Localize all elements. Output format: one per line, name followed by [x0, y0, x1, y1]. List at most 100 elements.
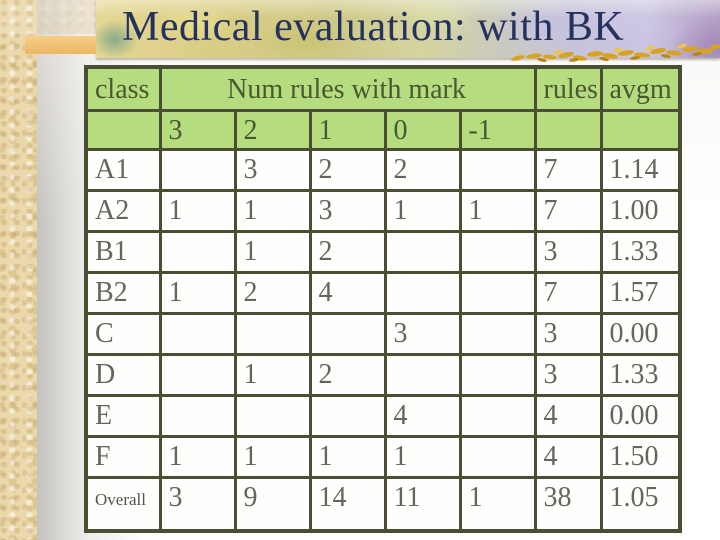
mark-value-cell: 2: [233, 109, 312, 151]
mark-value-cell: 3: [158, 109, 237, 151]
mark-cell: 3: [233, 148, 312, 192]
mark-cell: 11: [383, 476, 462, 533]
class-cell: B1: [84, 230, 162, 274]
mark-cell: 1: [158, 435, 237, 479]
table-row: A1 3 2 2 7 1.14: [84, 148, 682, 192]
class-cell: E: [84, 394, 162, 438]
mark-cell: [158, 230, 237, 274]
mark-cell: 3: [308, 189, 387, 233]
mark-cell: [233, 394, 312, 438]
mark-value-cell: 0: [383, 109, 462, 151]
avgm-header-cell: avgm: [599, 65, 682, 112]
mark-cell: 4: [383, 394, 462, 438]
mark-cell: [458, 271, 537, 315]
class-cell: C: [84, 312, 162, 356]
avgm-cell: 0.00: [599, 394, 682, 438]
mark-group-header-cell: Num rules with mark: [158, 65, 537, 112]
slide-title: Medical evaluation: with BK: [122, 4, 625, 50]
mark-cell: 2: [233, 271, 312, 315]
mark-cell: 9: [233, 476, 312, 533]
table-row: D 1 2 3 1.33: [84, 353, 682, 397]
table-row: B2 1 2 4 7 1.57: [84, 271, 682, 315]
mark-cell: [458, 230, 537, 274]
mark-cell: [383, 230, 462, 274]
mark-cell: 2: [308, 353, 387, 397]
mark-cell: 1: [233, 353, 312, 397]
rules-cell: 3: [533, 353, 603, 397]
avgm-cell: 1.33: [599, 353, 682, 397]
table-row: B1 1 2 3 1.33: [84, 230, 682, 274]
table-row: A2 1 1 3 1 1 7 1.00: [84, 189, 682, 233]
mark-cell: 1: [458, 189, 537, 233]
mark-cell: [383, 271, 462, 315]
avgm-cell: 1.50: [599, 435, 682, 479]
orange-accent-bar: [25, 36, 96, 54]
avgm-cell: 1.14: [599, 148, 682, 192]
class-header-cell: class: [84, 65, 162, 112]
class-cell: B2: [84, 271, 162, 315]
table-row: F 1 1 1 1 4 1.50: [84, 435, 682, 479]
empty-header-cell: [533, 109, 603, 151]
empty-header-cell: [84, 109, 162, 151]
mark-cell: [158, 394, 237, 438]
rules-header-cell: rules: [533, 65, 603, 112]
mark-cell: 1: [158, 271, 237, 315]
class-cell: Overall: [84, 476, 162, 533]
mark-value-cell: 1: [308, 109, 387, 151]
mark-cell: [458, 312, 537, 356]
mark-cell: 1: [383, 189, 462, 233]
mark-cell: 1: [458, 476, 537, 533]
avgm-cell: 1.05: [599, 476, 682, 533]
mark-cell: 1: [233, 435, 312, 479]
mark-cell: 2: [308, 148, 387, 192]
header-row-labels: class Num rules with mark rules avgm: [84, 65, 682, 112]
mark-cell: 4: [308, 271, 387, 315]
header-row-marks: 3 2 1 0 -1: [84, 109, 682, 151]
mark-cell: 3: [383, 312, 462, 356]
class-cell: F: [84, 435, 162, 479]
rules-cell: 7: [533, 271, 603, 315]
mark-cell: [308, 312, 387, 356]
mark-cell: 2: [308, 230, 387, 274]
table-row: E 4 4 0.00: [84, 394, 682, 438]
mark-cell: 1: [383, 435, 462, 479]
mark-cell: [233, 312, 312, 356]
mark-cell: [383, 353, 462, 397]
avgm-cell: 0.00: [599, 312, 682, 356]
mark-cell: [458, 435, 537, 479]
wheat-decoration-icon: [511, 43, 720, 62]
mark-cell: [158, 353, 237, 397]
mark-cell: 1: [308, 435, 387, 479]
table-row: C 3 3 0.00: [84, 312, 682, 356]
rules-cell: 7: [533, 189, 603, 233]
results-table-body: A1 3 2 2 7 1.14 A2 1 1 3 1 1 7 1.00 B1 1 2 3 1.33 B2 1 2 4 7 1.5…: [84, 148, 682, 533]
mark-cell: 1: [158, 189, 237, 233]
rules-cell: 4: [533, 394, 603, 438]
mark-cell: 3: [158, 476, 237, 533]
rules-cell: 3: [533, 312, 603, 356]
mark-cell: [458, 394, 537, 438]
rules-cell: 7: [533, 148, 603, 192]
avgm-cell: 1.00: [599, 189, 682, 233]
mark-cell: 2: [383, 148, 462, 192]
mark-cell: [458, 148, 537, 192]
mark-value-cell: -1: [458, 109, 537, 151]
results-table: class Num rules with mark rules avgm 3 2…: [84, 65, 682, 533]
class-cell: D: [84, 353, 162, 397]
mark-cell: [158, 312, 237, 356]
rules-cell: 38: [533, 476, 603, 533]
mark-cell: [158, 148, 237, 192]
rules-cell: 3: [533, 230, 603, 274]
mark-cell: 14: [308, 476, 387, 533]
avgm-cell: 1.57: [599, 271, 682, 315]
class-cell: A1: [84, 148, 162, 192]
mark-cell: [458, 353, 537, 397]
sand-texture-strip: [0, 0, 37, 540]
mark-cell: 1: [233, 230, 312, 274]
empty-header-cell: [599, 109, 682, 151]
mark-cell: 1: [233, 189, 312, 233]
title-decoration-band: [96, 0, 720, 58]
mark-cell: [308, 394, 387, 438]
class-cell: A2: [84, 189, 162, 233]
avgm-cell: 1.33: [599, 230, 682, 274]
